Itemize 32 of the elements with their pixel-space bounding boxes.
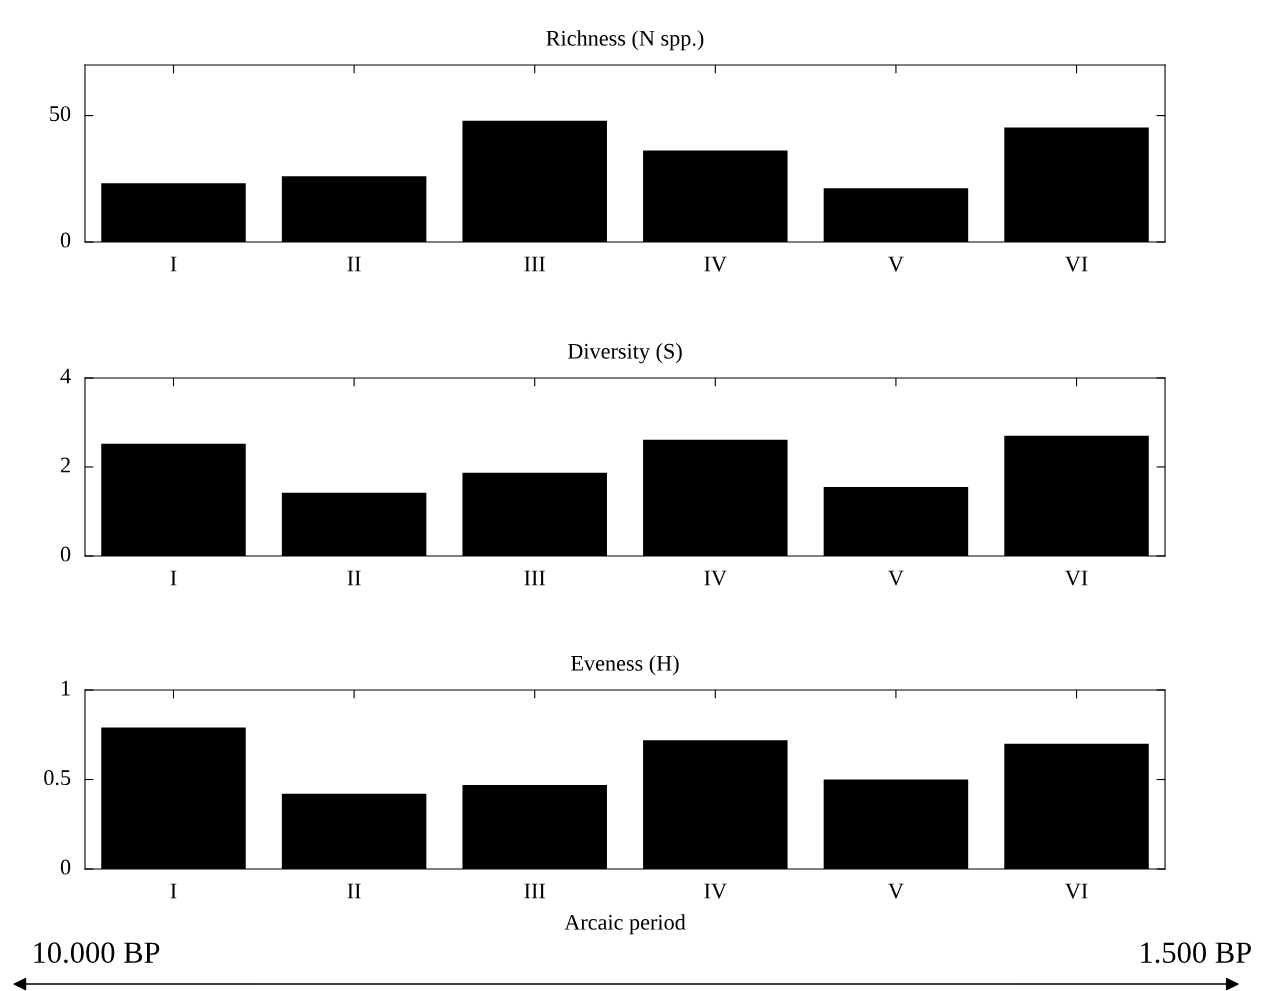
x-tick-label: III (524, 570, 546, 586)
x-tick-label: IV (704, 570, 727, 586)
x-tick-label: I (170, 256, 177, 272)
x-tick-label: I (170, 883, 177, 899)
x-tick-label: VI (1065, 256, 1088, 272)
x-tick-label: III (524, 883, 546, 899)
x-tick-label: II (347, 570, 361, 586)
y-tick-label: 1 (61, 680, 70, 696)
text: 10.000 BP (34, 942, 160, 964)
y-tick-label: 0 (60, 232, 71, 248)
y-tick-label: 0.5 (44, 770, 71, 786)
x-tick-label: V (888, 256, 904, 272)
x-tick-label: V (888, 883, 904, 899)
chart-title: Richness (N spp.) (546, 30, 704, 51)
chart-title: Diversity (S) (567, 343, 682, 364)
x-tick-label: IV (704, 256, 727, 272)
x-tick-label: IV (704, 883, 727, 899)
y-tick-label: 0 (60, 859, 71, 875)
x-tick-label: VI (1065, 570, 1088, 586)
text: 1.500 BP (1141, 942, 1251, 964)
x-tick-label: I (170, 570, 177, 586)
x-axis-title: Arcaic period (564, 914, 686, 935)
y-tick-label: 2 (60, 457, 70, 473)
x-tick-label: V (888, 570, 904, 586)
y-tick-label: 4 (60, 368, 71, 384)
y-tick-label: 0 (60, 546, 71, 562)
x-tick-label: II (347, 256, 361, 272)
chart-title: Eveness (H) (571, 655, 679, 676)
y-tick-label: 50 (50, 106, 71, 122)
x-tick-label: III (524, 256, 546, 272)
x-tick-label: II (347, 883, 361, 899)
x-tick-label: VI (1065, 883, 1088, 899)
